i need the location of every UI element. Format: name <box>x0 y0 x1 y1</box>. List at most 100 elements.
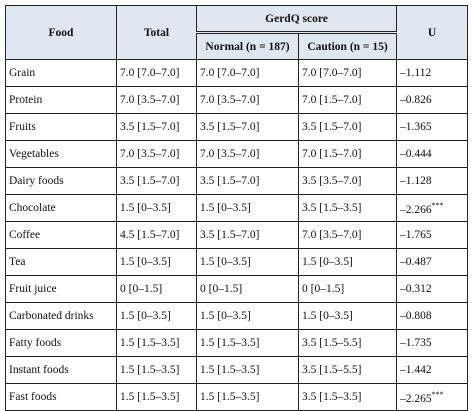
table-cell: 1.5 [0–3.5] <box>196 194 299 222</box>
table-cell: Vegetables <box>5 140 117 168</box>
table-cell: 3.5 [3.5–7.0] <box>297 167 398 195</box>
table-cell: Fruits <box>5 113 117 141</box>
table-cell: 3.5 [1.5–5.5] <box>297 356 398 384</box>
table-cell: Carbonated drinks <box>5 302 117 330</box>
table-cell: 7.0 [7.0–7.0] <box>196 59 299 87</box>
table-cell: 7.0 [3.5–7.0] <box>116 140 197 168</box>
u-value: –0.487 <box>400 256 432 268</box>
table-cell: 1.5 [0–3.5] <box>297 248 398 276</box>
header-row: Food Total GerdQ score U <box>5 5 469 60</box>
table-cell: –0.487 <box>396 248 469 276</box>
table-cell: 3.5 [1.5–7.0] <box>196 221 299 249</box>
table-row: Protein 7.0 [3.5–7.0] 7.0 [3.5–7.0] 7.0 [1.… <box>5 86 469 114</box>
table-cell: Fatty foods <box>5 329 117 357</box>
table-cell: 1.5 [0–3.5] <box>297 302 398 330</box>
header-cell: Normal (n = 187) <box>196 32 299 60</box>
significance: *** <box>431 389 444 399</box>
table-row: Fruit juice 0 [0–1.5] 0 [0–1.5] 0 [0–1.5] –0… <box>5 275 469 303</box>
table-cell: 3.5 [1.5–7.0] <box>116 113 197 141</box>
table-cell: –1.765 <box>396 221 469 249</box>
table-cell: Tea <box>5 248 117 276</box>
table-cell: 0 [0–1.5] <box>196 275 299 303</box>
table-cell: Fast foods <box>5 383 117 411</box>
table-cell: 1.5 [0–3.5] <box>116 302 197 330</box>
table-cell: 4.5 [1.5–7.0] <box>116 221 197 249</box>
table-row: Carbonated drinks 1.5 [0–3.5] 1.5 [0–3.5] 1… <box>5 302 469 330</box>
table-cell: 7.0 [7.0–7.0] <box>116 59 197 87</box>
table-row: Tea 1.5 [0–3.5] 1.5 [0–3.5] 1.5 [0–3.5] –0.4… <box>5 248 469 276</box>
table-cell: 7.0 [7.0–7.0] <box>297 59 398 87</box>
significance: *** <box>431 200 444 210</box>
table-row: Vegetables 7.0 [3.5–7.0] 7.0 [3.5–7.0] 7.0 … <box>5 140 469 168</box>
table-cell: 7.0 [3.5–7.0] <box>196 86 299 114</box>
table-cell: 7.0 [3.5–7.0] <box>196 140 299 168</box>
u-value: –0.312 <box>400 283 432 295</box>
table-cell: 1.5 [0–3.5] <box>196 302 299 330</box>
table-cell: –0.808 <box>396 302 469 330</box>
table-cell: Grain <box>5 59 117 87</box>
table-header: Food Total GerdQ score U Normal (n = 187… <box>5 5 469 60</box>
table-cell: 3.5 [1.5–7.0] <box>196 113 299 141</box>
table-cell: 1.5 [1.5–3.5] <box>196 383 299 411</box>
table-row: Instant foods 1.5 [1.5–3.5] 1.5 [1.5–3.5] 3… <box>5 356 469 384</box>
table-cell: Instant foods <box>5 356 117 384</box>
u-value: –0.444 <box>400 148 432 160</box>
u-value: –1.128 <box>400 175 432 187</box>
table-cell: 1.5 [1.5–3.5] <box>116 329 197 357</box>
table-cell: 3.5 [1.5–5.5] <box>297 329 398 357</box>
table-cell: 3.5 [1.5–3.5] <box>297 383 398 411</box>
table-row: Chocolate 1.5 [0–3.5] 1.5 [0–3.5] 3.5 [1.5–… <box>5 194 469 222</box>
table-cell: 7.0 [1.5–7.0] <box>297 86 398 114</box>
header-cell: U <box>396 5 469 60</box>
table-cell: 3.5 [1.5–7.0] <box>116 167 197 195</box>
table-cell: 1.5 [1.5–3.5] <box>116 356 197 384</box>
table-cell: –1.442 <box>396 356 469 384</box>
table-row: Fatty foods 1.5 [1.5–3.5] 1.5 [1.5–3.5] 3.5… <box>5 329 469 357</box>
table-cell: –1.128 <box>396 167 469 195</box>
u-value: –1.765 <box>400 229 432 241</box>
table-cell: 7.0 [3.5–7.0] <box>116 86 197 114</box>
table-cell: 1.5 [1.5–3.5] <box>196 356 299 384</box>
u-value: –2.265 <box>400 392 432 405</box>
table-cell: Protein <box>5 86 117 114</box>
table-cell: 1.5 [0–3.5] <box>116 194 197 222</box>
table-cell: –0.312 <box>396 275 469 303</box>
table-cell: 7.0 [3.5–7.0] <box>297 221 398 249</box>
u-value: –1.365 <box>400 121 432 133</box>
u-value: –2.266 <box>400 203 432 216</box>
table-cell: 0 [0–1.5] <box>297 275 398 303</box>
table-cell: –0.444 <box>396 140 469 168</box>
table-cell: 3.5 [1.5–7.0] <box>297 113 398 141</box>
table-cell: 7.0 [1.5–7.0] <box>297 140 398 168</box>
table-cell: 1.5 [0–3.5] <box>116 248 197 276</box>
table-cell: Fruit juice <box>5 275 117 303</box>
header-cell: GerdQ score <box>195 5 398 34</box>
u-value: –1.442 <box>400 364 432 376</box>
u-value: –1.112 <box>400 67 432 79</box>
table-row: Fast foods 1.5 [1.5–3.5] 1.5 [1.5–3.5] 3.5 … <box>5 383 469 411</box>
header-row: Normal (n = 187) Caution (n = 15) <box>6 32 468 60</box>
table-cell: 0 [0–1.5] <box>116 275 197 303</box>
table-cell: –2.266*** <box>396 194 469 222</box>
table-cell: Chocolate <box>5 194 117 222</box>
header-cell: Total <box>116 5 197 60</box>
table-row: Grain 7.0 [7.0–7.0] 7.0 [7.0–7.0] 7.0 [7.0–… <box>5 59 469 87</box>
u-value: –0.826 <box>400 94 432 106</box>
table-cell: 3.5 [1.5–7.0] <box>196 167 299 195</box>
header-cell: Food <box>5 5 117 60</box>
table-cell: Dairy foods <box>5 167 117 195</box>
table-row: Coffee 4.5 [1.5–7.0] 3.5 [1.5–7.0] 7.0 [3.5… <box>5 221 469 249</box>
table-row: Fruits 3.5 [1.5–7.0] 3.5 [1.5–7.0] 3.5 [1.5… <box>5 113 469 141</box>
header-cell: Caution (n = 15) <box>297 32 398 60</box>
table-cell: –1.365 <box>396 113 469 141</box>
table-cell: 1.5 [1.5–3.5] <box>116 383 197 411</box>
data-table: Food Total GerdQ score U Normal (n = 187… <box>5 5 469 411</box>
table-cell: 1.5 [0–3.5] <box>196 248 299 276</box>
u-value: –0.808 <box>400 310 432 322</box>
u-value: –1.735 <box>400 337 432 349</box>
table-cell: 3.5 [1.5–3.5] <box>297 194 398 222</box>
table-cell: Coffee <box>5 221 117 249</box>
table-body: Grain 7.0 [7.0–7.0] 7.0 [7.0–7.0] 7.0 [7.0–… <box>5 59 469 411</box>
table-cell: –2.265*** <box>396 383 469 411</box>
